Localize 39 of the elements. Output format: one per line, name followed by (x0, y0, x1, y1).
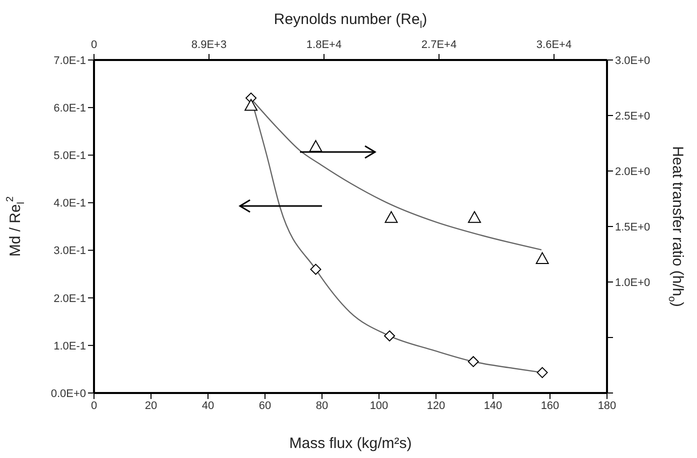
x-tick-label: 120 (426, 400, 446, 412)
x-tick-label: 20 (144, 400, 158, 412)
y-tick-label: 3.0E-1 (54, 245, 86, 258)
x2-tick-label: 1.8E+4 (306, 39, 342, 51)
point (310, 264, 322, 275)
x2-tick-label: 0 (90, 39, 98, 51)
x-tick-label: 0 (90, 400, 98, 412)
point (384, 211, 398, 223)
x-axis-title: Mass flux (kg/m²s) (289, 434, 412, 452)
x2-tick-label: 8.9E+3 (191, 39, 227, 51)
y-tick-label: 0.0E+0 (50, 388, 86, 400)
x-tick-label: 60 (258, 400, 272, 412)
y2-tick-label: 3.0E+0 (615, 54, 650, 67)
x-tick-label: 160 (540, 400, 560, 412)
y-tick-label: 5.0E-1 (54, 150, 86, 162)
y2-tick-label: 2.5E+0 (615, 110, 650, 122)
y-tick-label: 1.0E-1 (54, 340, 86, 352)
x2-axis-title: Reynolds number (Re$_{l}$) (274, 10, 428, 32)
point (309, 140, 322, 152)
x2-tick-label: 2.7E+4 (421, 39, 457, 51)
y2-tick-label: 1.0E+0 (615, 276, 650, 289)
point (384, 330, 396, 342)
point (468, 211, 481, 223)
x-tick-label: 100 (370, 400, 388, 412)
y2-tick-label: 1.5E+0 (615, 221, 650, 234)
point (244, 99, 258, 111)
x-tick-label: 140 (484, 400, 502, 412)
y-tick-label: 4.0E-1 (54, 198, 86, 210)
x-tick-label: 40 (202, 400, 214, 412)
y-tick-label: 7.0E-1 (54, 54, 86, 67)
point (536, 367, 548, 378)
x-tick-label: 180 (598, 400, 616, 412)
x2-tick-label: 3.6E+4 (536, 39, 572, 51)
point (468, 356, 479, 368)
y-tick-label: 6.0E-1 (54, 102, 86, 114)
point (536, 252, 549, 264)
x-tick-label: 80 (316, 400, 328, 412)
y2-tick-label: 2.0E+0 (615, 166, 650, 178)
y-tick-label: 2.0E-1 (54, 292, 86, 305)
